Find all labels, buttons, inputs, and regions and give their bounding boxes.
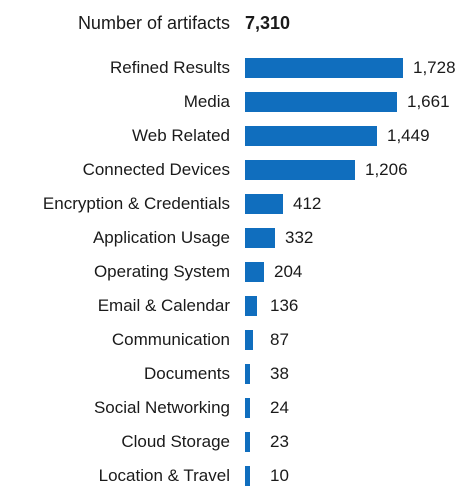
- bar-value-label: 10: [270, 466, 289, 485]
- bar-value-label: 87: [270, 330, 289, 349]
- bar: [245, 296, 257, 316]
- bar: [245, 228, 275, 248]
- bar: [245, 466, 250, 486]
- bar-value-label: 1,661: [407, 92, 450, 111]
- bar-value-label: 24: [270, 398, 289, 417]
- category-label: Web Related: [132, 126, 230, 145]
- category-label: Refined Results: [109, 58, 230, 77]
- category-label: Email & Calendar: [97, 296, 230, 315]
- bar: [245, 262, 264, 282]
- bar-value-label: 1,449: [387, 126, 430, 145]
- bar-row: Web Related 1,449: [0, 119, 474, 153]
- bar-value-label: 204: [274, 262, 303, 281]
- bar: [245, 432, 250, 452]
- category-label: Location & Travel: [98, 466, 230, 485]
- category-label: Communication: [111, 330, 230, 349]
- artifact-count-label: Number of artifacts: [77, 13, 230, 33]
- bar-row: Email & Calendar 136: [0, 289, 474, 323]
- bar-value-label: 1,206: [365, 160, 408, 179]
- bar-row: Encryption & Credentials 412: [0, 187, 474, 221]
- bar-row: Cloud Storage 23: [0, 425, 474, 459]
- bar: [245, 398, 250, 418]
- bar-row: Application Usage 332: [0, 221, 474, 255]
- category-label: Connected Devices: [82, 160, 230, 179]
- bar-row: Connected Devices 1,206: [0, 153, 474, 187]
- category-label: Cloud Storage: [121, 432, 230, 451]
- category-label: Encryption & Credentials: [42, 194, 230, 213]
- bar-value-label: 412: [293, 194, 322, 213]
- category-label: Social Networking: [93, 398, 230, 417]
- bar: [245, 330, 253, 350]
- bar-row: Operating System 204: [0, 255, 474, 289]
- bar: [245, 364, 250, 384]
- bar-value-label: 136: [270, 296, 299, 315]
- bar-value-label: 23: [270, 432, 289, 451]
- bar: [245, 92, 397, 112]
- bar-row: Refined Results 1,728: [0, 51, 474, 85]
- category-label: Media: [183, 92, 230, 111]
- bar-value-label: 38: [270, 364, 289, 383]
- bar: [245, 58, 403, 78]
- bar-value-label: 1,728: [413, 58, 456, 77]
- bar-row: Documents 38: [0, 357, 474, 391]
- category-label: Application Usage: [92, 228, 230, 247]
- bar-value-label: 332: [285, 228, 314, 247]
- category-label: Documents: [144, 364, 230, 383]
- bar-row: Media 1,661: [0, 85, 474, 119]
- artifact-summary: Number of artifacts 7,310: [0, 10, 474, 36]
- bar-row: Communication 87: [0, 323, 474, 357]
- bar-row: Social Networking 24: [0, 391, 474, 425]
- bar-row: Location & Travel 10: [0, 459, 474, 493]
- bar: [245, 160, 355, 180]
- artifact-count-value: 7,310: [245, 13, 291, 33]
- bar: [245, 126, 377, 146]
- bar: [245, 194, 283, 214]
- category-label: Operating System: [93, 262, 230, 281]
